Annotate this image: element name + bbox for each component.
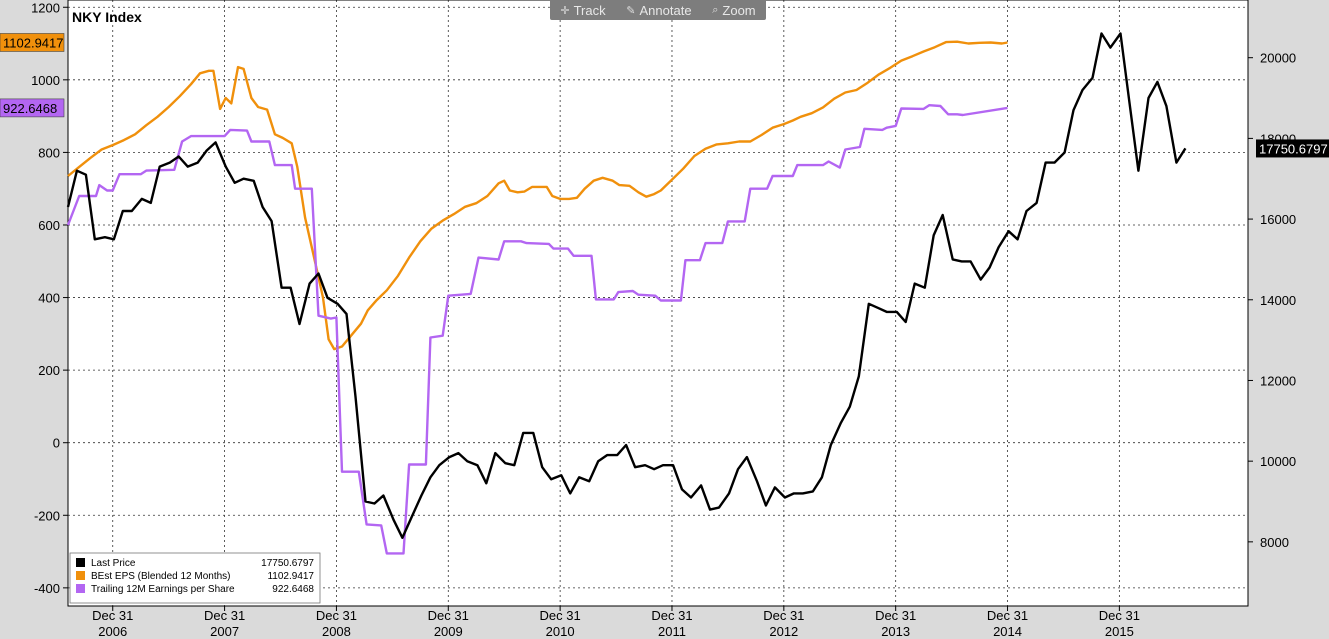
- track-button[interactable]: ✛ Track: [560, 3, 605, 18]
- legend-value: 922.6468: [272, 584, 314, 595]
- left-tick-label: 0: [53, 436, 60, 451]
- price-value-tag-bg: [1256, 139, 1329, 158]
- x-tick-label: Dec 31: [763, 608, 804, 623]
- x-tick-label: Dec 31: [428, 608, 469, 623]
- legend-value: 17750.6797: [261, 558, 314, 569]
- right-tick-label: 16000: [1260, 212, 1296, 227]
- crosshair-icon: ✛: [560, 4, 570, 17]
- x-tick-label: Dec 31: [1099, 608, 1140, 623]
- chart-title: NKY Index: [72, 9, 142, 25]
- trailing-eps-value-tag-bg: [0, 98, 65, 118]
- left-tick-label: 200: [38, 363, 60, 378]
- x-tick-label: Dec 31: [651, 608, 692, 623]
- x-tick-label: Dec 31: [204, 608, 245, 623]
- left-tick-label: -400: [34, 581, 60, 596]
- right-tick-label: 12000: [1260, 373, 1296, 388]
- eps-value-tag: 1102.9417: [3, 35, 64, 50]
- eps-value-tag-bg: [0, 33, 65, 52]
- x-tick-year: 2008: [322, 624, 351, 639]
- x-tick-year: 2010: [546, 624, 575, 639]
- legend-label: BEst EPS (Blended 12 Months): [91, 571, 231, 582]
- chart-toolbar: ✛ Track ✎ Annotate ⌕ Zoom: [550, 0, 766, 20]
- legend-label: Trailing 12M Earnings per Share: [91, 584, 235, 595]
- x-tick-year: 2011: [658, 624, 686, 639]
- right-tick-label: 10000: [1260, 454, 1296, 469]
- series-line-trailing-12m-earnings-per-share: [66, 104, 1008, 555]
- zoom-button[interactable]: ⌕ Zoom: [712, 3, 755, 18]
- legend-label: Last Price: [91, 558, 136, 569]
- legend-box: [69, 552, 321, 604]
- legend-swatch: [76, 584, 85, 593]
- right-tick-label: 14000: [1260, 293, 1296, 308]
- annotate-label: Annotate: [639, 2, 692, 18]
- left-tick-label: 600: [38, 218, 60, 233]
- x-tick-label: Dec 31: [92, 608, 133, 623]
- x-tick-year: 2009: [434, 624, 463, 639]
- right-tick-label: 8000: [1260, 535, 1289, 550]
- pencil-icon: ✎: [626, 4, 636, 17]
- x-tick-label: Dec 31: [316, 608, 357, 623]
- left-tick-label: 400: [38, 291, 60, 306]
- x-tick-year: 2014: [993, 624, 1022, 639]
- x-tick-year: 2013: [881, 624, 910, 639]
- trailing-eps-value-tag: 922.6468: [3, 101, 57, 116]
- x-tick-label: Dec 31: [987, 608, 1028, 623]
- track-label: Track: [573, 2, 606, 18]
- right-tick-label: 20000: [1260, 51, 1296, 66]
- left-tick-label: 1200: [31, 0, 60, 15]
- x-tick-year: 2015: [1105, 624, 1134, 639]
- legend-value: 1102.9417: [267, 571, 314, 582]
- x-tick-label: Dec 31: [540, 608, 581, 623]
- legend-swatch: [76, 558, 85, 567]
- x-tick-year: 2006: [98, 624, 127, 639]
- left-tick-label: -200: [34, 508, 60, 523]
- magnifier-icon: ⌕: [712, 3, 719, 16]
- series-line-best-eps-blended-12-months-: [67, 40, 1008, 351]
- x-tick-year: 2007: [210, 624, 239, 639]
- legend-swatch: [76, 571, 85, 580]
- zoom-label: Zoom: [722, 2, 756, 18]
- left-tick-label: 1000: [31, 73, 60, 88]
- annotate-button[interactable]: ✎ Annotate: [626, 3, 691, 18]
- plot-border: [67, 0, 1249, 607]
- price-value-tag: 17750.6797: [1259, 141, 1328, 156]
- x-tick-label: Dec 31: [875, 608, 916, 623]
- left-tick-label: 800: [38, 145, 60, 160]
- series-line-last-price: [66, 32, 1187, 539]
- x-tick-year: 2012: [769, 624, 798, 639]
- plot-area: [68, 0, 1248, 606]
